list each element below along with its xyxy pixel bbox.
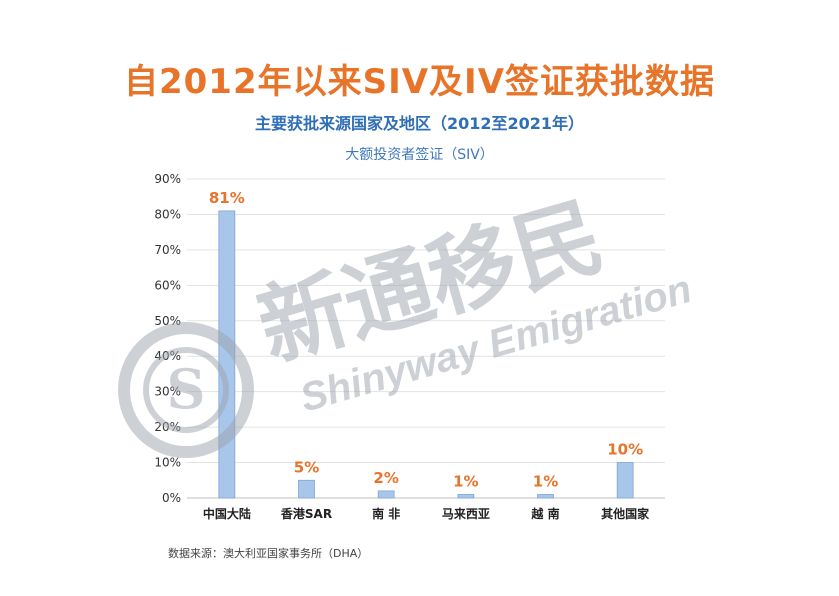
watermark: S 新通移民 Shinyway Emigration <box>118 183 696 458</box>
y-tick-label: 0% <box>162 491 181 505</box>
x-tick-label: 越 南 <box>530 506 559 521</box>
x-tick-label: 马来西亚 <box>442 506 490 521</box>
value-label: 5% <box>294 458 319 476</box>
y-tick-label: 30% <box>154 385 181 399</box>
value-label: 1% <box>453 472 478 490</box>
value-label: 81% <box>209 189 245 207</box>
grid-lines <box>187 178 665 499</box>
value-label: 1% <box>533 472 558 490</box>
y-tick-label: 70% <box>154 243 181 257</box>
y-tick-label: 10% <box>154 456 181 470</box>
x-tick-label: 中国大陆 <box>203 506 251 521</box>
bar <box>616 462 634 499</box>
bar <box>298 479 315 499</box>
y-tick-label: 90% <box>154 172 181 186</box>
y-tick-label: 60% <box>154 278 181 292</box>
value-label: 2% <box>373 469 398 487</box>
bar <box>537 494 554 499</box>
y-tick-label: 80% <box>154 207 181 221</box>
chart-subtitle: 主要获批来源国家及地区（2012至2021年） <box>254 114 585 133</box>
x-axis-ticks: 中国大陆 香港SAR 南 非 马来西亚 越 南 其他国家 <box>203 506 650 521</box>
series-title: 大额投资者签证（SIV） <box>345 147 494 163</box>
x-tick-label: 其他国家 <box>601 506 650 521</box>
value-labels: 81% 5% 2% 1% 1% 10% <box>209 189 643 491</box>
chart-title: 自2012年以来SIV及IV签证获批数据 <box>123 62 716 102</box>
x-tick-label: 南 非 <box>372 506 400 521</box>
source-note: 数据来源：澳大利亚国家事务所（DHA） <box>168 547 369 560</box>
svg-text:S: S <box>167 357 206 421</box>
bar <box>457 494 475 499</box>
value-label: 10% <box>607 441 643 459</box>
x-tick-label: 香港SAR <box>280 506 332 521</box>
bar <box>377 490 395 499</box>
watermark-logo-icon: S <box>118 322 254 458</box>
